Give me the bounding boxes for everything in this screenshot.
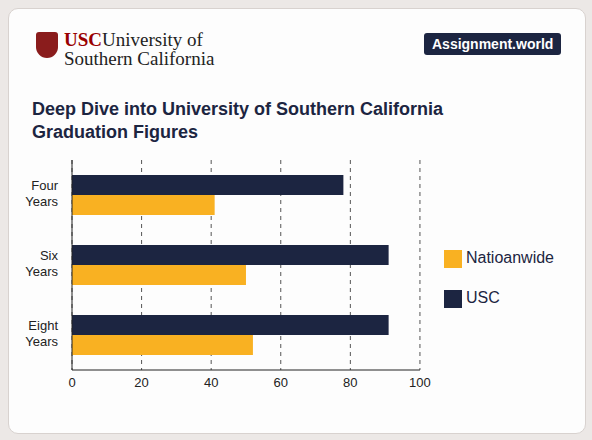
html-text:Natioanwide: Natioanwide <box>465 249 554 266</box>
html-text:Southern California: Southern California <box>64 48 215 69</box>
svg-text:100: 100 <box>409 375 431 390</box>
svg-text:40: 40 <box>204 375 218 390</box>
svg-text:EightYears: EightYears <box>25 318 58 349</box>
html-text:Deep Dive into University of S: Deep Dive into University of Southern Ca… <box>32 99 444 142</box>
svg-text:SixYears: SixYears <box>25 248 58 279</box>
html-text:Assignment.world: Assignment.world <box>432 36 554 52</box>
svg-text:80: 80 <box>343 375 357 390</box>
html-text:USC: USC <box>465 289 500 306</box>
html-text:USC University of: USC University of <box>64 29 203 50</box>
svg-text:60: 60 <box>274 375 288 390</box>
svg-text:0: 0 <box>68 375 75 390</box>
svg-text:FourYears: FourYears <box>25 178 58 209</box>
svg-text:20: 20 <box>134 375 148 390</box>
